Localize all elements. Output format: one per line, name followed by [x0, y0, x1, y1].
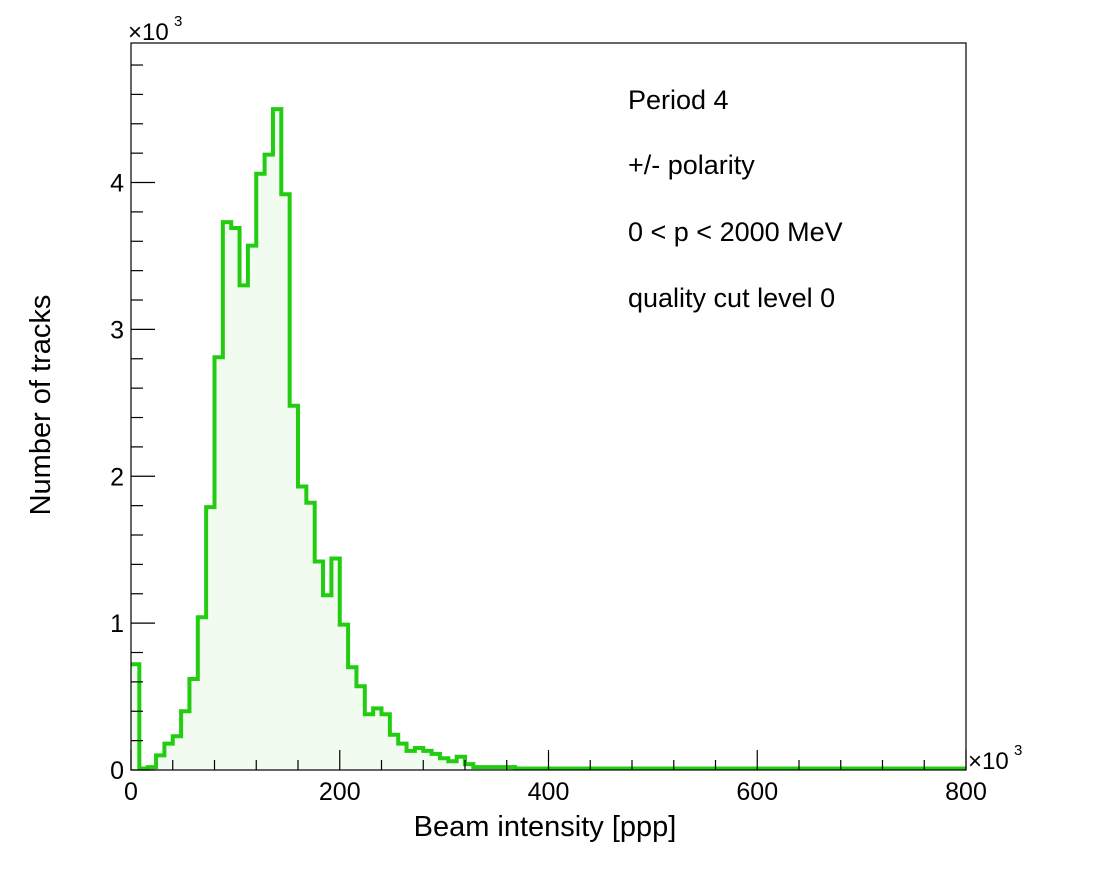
- y-multiplier-label: ×10 3: [128, 13, 182, 46]
- x-multiplier-label: ×10 3: [968, 742, 1022, 775]
- y-tick-label: 1: [110, 610, 124, 638]
- svg-text:×10: ×10: [128, 19, 169, 46]
- annotation-period: Period 4: [628, 85, 729, 115]
- svg-text:3: 3: [174, 13, 182, 30]
- annotation-quality-cut: quality cut level 0: [628, 283, 835, 313]
- x-tick-label: 800: [945, 778, 987, 806]
- x-tick-label: 0: [124, 778, 138, 806]
- annotation-polarity: +/- polarity: [628, 150, 755, 180]
- x-axis-ticks: 0 200 400 600 800: [124, 750, 987, 806]
- svg-text:3: 3: [1014, 742, 1022, 759]
- x-tick-label: 600: [736, 778, 778, 806]
- y-axis-ticks: 0 1 2 3 4: [110, 64, 155, 785]
- y-tick-label: 4: [110, 170, 124, 198]
- y-tick-label: 0: [110, 757, 124, 785]
- y-tick-label: 3: [110, 316, 124, 344]
- annotation-momentum-range: 0 < p < 2000 MeV: [628, 217, 843, 247]
- x-axis-title: Beam intensity [ppp]: [414, 811, 677, 843]
- svg-text:×10: ×10: [968, 748, 1009, 775]
- y-tick-label: 2: [110, 463, 124, 491]
- x-tick-label: 400: [528, 778, 570, 806]
- histogram-outline: [131, 107, 966, 771]
- y-axis-title: Number of tracks: [25, 295, 57, 516]
- x-tick-label: 200: [319, 778, 361, 806]
